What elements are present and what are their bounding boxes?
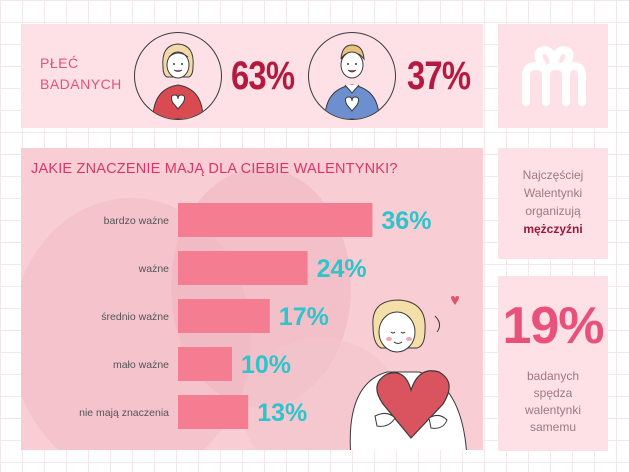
stat-line2: spędza — [533, 386, 573, 400]
gender-title: PŁEĆ BADANYCH — [40, 53, 130, 95]
note-line3: organizują — [525, 204, 581, 218]
alone-stat-value: 19% — [502, 297, 604, 355]
value-label: 24% — [317, 255, 367, 283]
bar — [178, 299, 270, 333]
organizers-note: Najczęściej Walentynki organizują mężczy… — [498, 166, 608, 238]
alone-stat-card: 19% badanych spędza walentynki samemu — [498, 276, 608, 451]
mm-gift-logo-icon — [522, 46, 586, 106]
woman-heart-hands-icon — [134, 32, 222, 120]
stat-line3: walentynki — [524, 403, 582, 417]
alone-stat-caption: badanych spędza walentynki samemu — [498, 368, 608, 436]
stat-line4: samemu — [529, 420, 576, 434]
value-label: 17% — [279, 303, 329, 331]
gender-card: PŁEĆ BADANYCH 63% 37% — [21, 24, 483, 128]
importance-bar-chart: bardzo ważne 36% ważne 24% średnio ważne 17% m… — [79, 203, 431, 429]
chart-title: JAKIE ZNACZENIE MAJĄ DLA CIEBIE WALENTYN… — [31, 161, 398, 177]
note-line1: Najczęściej — [522, 168, 584, 182]
category-label: ważne — [138, 263, 170, 275]
bar — [178, 251, 308, 285]
importance-chart-card: JAKIE ZNACZENIE MAJĄ DLA CIEBIE WALENTYN… — [21, 148, 483, 450]
value-label: 10% — [241, 351, 291, 379]
men-percentage: 37% — [407, 54, 471, 98]
logo-card — [498, 24, 608, 128]
women-percentage: 63% — [231, 54, 295, 98]
organizers-note-card: Najczęściej Walentynki organizują mężczy… — [498, 148, 608, 259]
girl-hugging-heart-icon — [349, 296, 467, 450]
gender-title-line2: BADANYCH — [40, 76, 122, 92]
value-label: 36% — [381, 207, 431, 235]
category-label: średnio ważne — [101, 311, 169, 323]
bar — [178, 203, 373, 237]
note-line2: Walentynki — [523, 186, 583, 200]
stat-line1: badanych — [526, 369, 580, 383]
category-label: bardzo ważne — [104, 215, 170, 227]
note-emphasis: mężczyźni — [523, 222, 583, 236]
gender-title-line1: PŁEĆ — [40, 55, 79, 71]
man-heart-hands-icon — [308, 32, 396, 120]
value-label: 13% — [257, 399, 307, 427]
category-label: mało ważne — [113, 359, 169, 371]
bar — [178, 395, 249, 429]
category-label: nie mają znaczenia — [79, 407, 169, 419]
bar — [178, 347, 232, 381]
